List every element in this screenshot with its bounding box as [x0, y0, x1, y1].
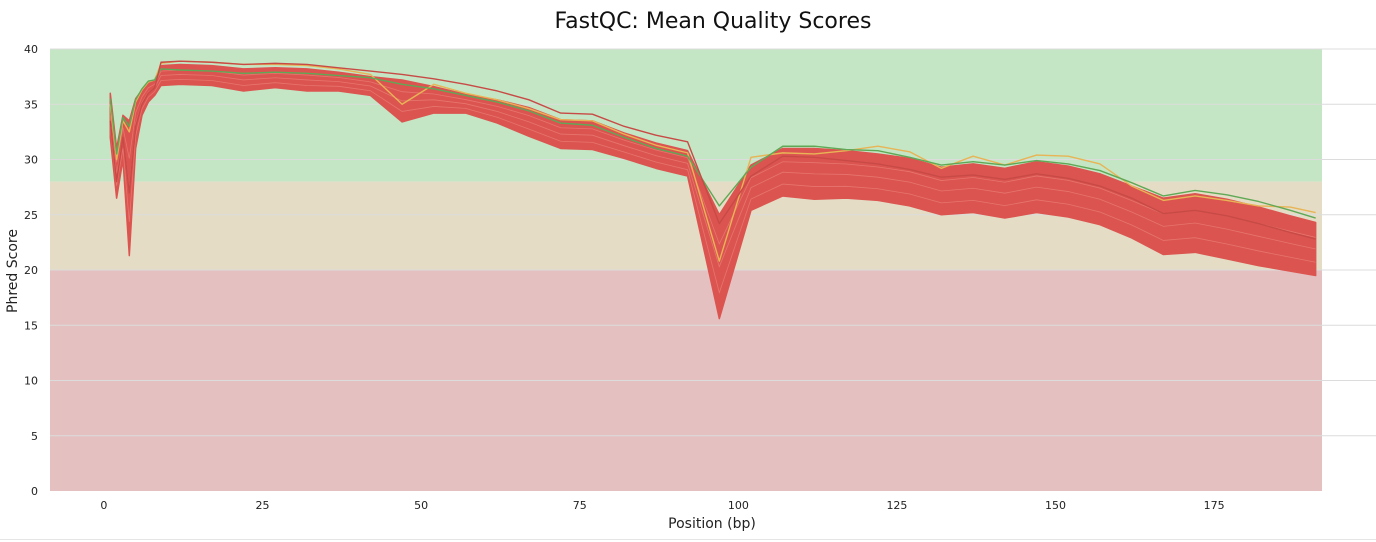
y-tick-label-20: 20 — [24, 264, 38, 277]
series-streak-1 — [109, 74, 1316, 268]
x-tick-label-50: 50 — [414, 499, 428, 512]
x-axis: 0 25 50 75 100 125 150 175 — [100, 499, 1224, 512]
series-lines — [109, 60, 1316, 295]
series-line-0 — [109, 60, 1316, 262]
bottom-divider — [0, 539, 1376, 540]
x-tick-label-125: 125 — [886, 499, 907, 512]
y-tick-label-25: 25 — [24, 209, 38, 222]
y-tick-label-40: 40 — [24, 43, 38, 56]
y-tick-label-5: 5 — [31, 430, 38, 443]
y-tick-label-15: 15 — [24, 319, 38, 332]
x-axis-title: Position (bp) — [668, 516, 756, 532]
x-tick-label-0: 0 — [100, 499, 107, 512]
y-tick-label-30: 30 — [24, 154, 38, 167]
y-tick-label-0: 0 — [31, 485, 38, 498]
series-line-2 — [109, 60, 1316, 240]
y-tick-label-10: 10 — [24, 375, 38, 388]
y-axis: 0 5 10 15 20 25 30 35 40 — [24, 43, 38, 498]
x-tick-label-175: 175 — [1204, 499, 1225, 512]
x-tick-label-100: 100 — [728, 499, 749, 512]
chart-title: FastQC: Mean Quality Scores — [555, 9, 872, 34]
y-tick-label-35: 35 — [24, 98, 38, 111]
y-axis-title: Phred Score — [5, 229, 21, 313]
series-streak-0 — [109, 78, 1316, 295]
x-tick-label-75: 75 — [573, 499, 587, 512]
x-tick-label-25: 25 — [256, 499, 270, 512]
x-tick-label-150: 150 — [1045, 499, 1066, 512]
